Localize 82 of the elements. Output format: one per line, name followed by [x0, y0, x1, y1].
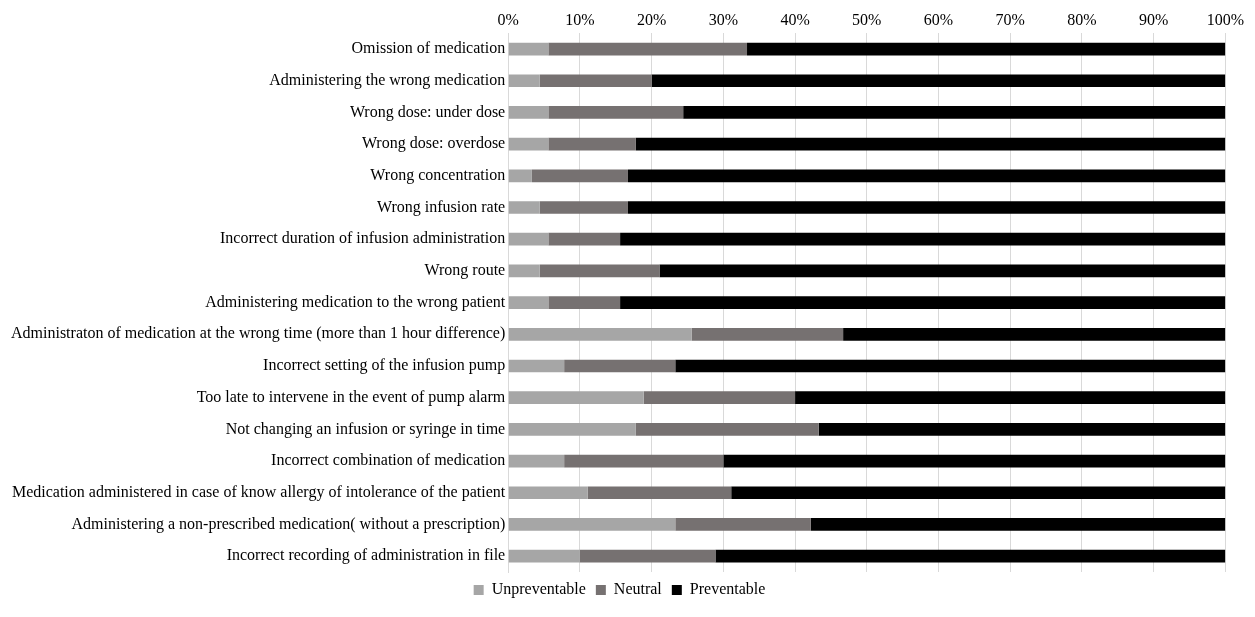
bar — [508, 391, 644, 405]
bar — [531, 169, 628, 183]
bar — [508, 518, 676, 531]
bar — [587, 486, 732, 500]
y-tick-label: Incorrect duration of infusion administration — [219, 229, 506, 247]
bar — [715, 549, 1226, 563]
bar — [508, 264, 540, 278]
y-tick-label: Medication administered in case of know allergy of intolerance of the patient — [11, 482, 506, 501]
bar — [508, 486, 588, 500]
bar — [539, 264, 660, 278]
bar — [675, 359, 1226, 373]
legend-label: Preventable — [689, 580, 766, 598]
bar — [539, 201, 628, 214]
y-tick-label: Administering medication to the wrong patient — [205, 292, 506, 311]
bar — [508, 296, 549, 309]
y-tick-label: Wrong dose: under dose — [349, 102, 506, 121]
bar — [627, 169, 1226, 183]
bar — [659, 264, 1226, 278]
y-tick-label: Incorrect recording of administration in file — [226, 546, 506, 565]
y-tick-label: Incorrect combination of medication — [271, 451, 506, 469]
y-tick-label: Not changing an infusion or syringe in time — [225, 419, 506, 438]
bar — [508, 549, 580, 563]
bar — [508, 42, 549, 56]
bar — [651, 74, 1226, 88]
bar — [539, 74, 652, 88]
bar — [579, 549, 716, 563]
bar — [508, 169, 532, 183]
bar — [620, 232, 1226, 246]
x-tick-label: 30% — [708, 10, 739, 28]
y-tick-label: Too late to intervene in the event of pump alarm — [196, 387, 506, 406]
bar — [508, 454, 565, 468]
bar — [508, 232, 549, 246]
bar — [810, 518, 1226, 531]
bar — [548, 232, 621, 246]
bar — [548, 296, 621, 309]
x-tick-label: 0% — [497, 10, 519, 28]
y-tick-label: Wrong infusion rate — [377, 197, 506, 216]
bar — [643, 391, 796, 405]
y-tick-label: Omission of medication — [351, 39, 506, 57]
x-tick-label: 90% — [1138, 10, 1169, 28]
bar — [635, 137, 1226, 151]
bar — [691, 327, 844, 341]
x-tick-label: 80% — [1067, 10, 1097, 28]
y-tick-label: Incorrect setting of the infusion pump — [263, 356, 506, 375]
bar — [548, 106, 684, 119]
x-tick-label: 10% — [565, 10, 595, 28]
bar — [508, 327, 692, 341]
x-tick-label: 70% — [995, 10, 1025, 28]
bar — [508, 106, 549, 119]
bar — [508, 423, 636, 436]
x-tick-label: 100% — [1206, 10, 1244, 28]
bar — [627, 201, 1226, 214]
bar — [683, 106, 1226, 119]
bar — [508, 201, 540, 214]
bar — [564, 359, 676, 373]
legend-label: Neutral — [613, 580, 663, 598]
bar — [795, 391, 1226, 405]
bar — [818, 423, 1226, 436]
bar — [620, 296, 1226, 309]
bar — [723, 454, 1226, 468]
bar — [548, 137, 636, 151]
bar — [635, 423, 819, 436]
y-tick-label: Administraton of medication at the wrong time (more than 1 hour difference) — [11, 324, 506, 343]
y-tick-label: Administering a non-prescribed medication( without a prescription) — [71, 514, 506, 533]
bar — [548, 42, 748, 56]
x-tick-label: 40% — [780, 10, 810, 28]
y-tick-label: Wrong concentration — [370, 166, 506, 185]
bar — [675, 518, 811, 531]
bar — [508, 359, 565, 373]
x-tick-label: 50% — [852, 10, 882, 28]
legend-label: Unpreventable — [491, 580, 586, 599]
y-tick-label: Wrong route — [424, 261, 506, 280]
y-tick-label: Wrong dose: overdose — [361, 134, 506, 153]
bar — [564, 454, 724, 468]
x-tick-label: 60% — [923, 10, 954, 28]
bar — [508, 74, 540, 88]
y-tick-label: Administering the wrong medication — [269, 70, 506, 89]
bar — [731, 486, 1226, 500]
bar — [508, 137, 549, 151]
bar — [843, 327, 1226, 341]
bar — [747, 42, 1226, 56]
x-tick-label: 20% — [636, 10, 667, 28]
